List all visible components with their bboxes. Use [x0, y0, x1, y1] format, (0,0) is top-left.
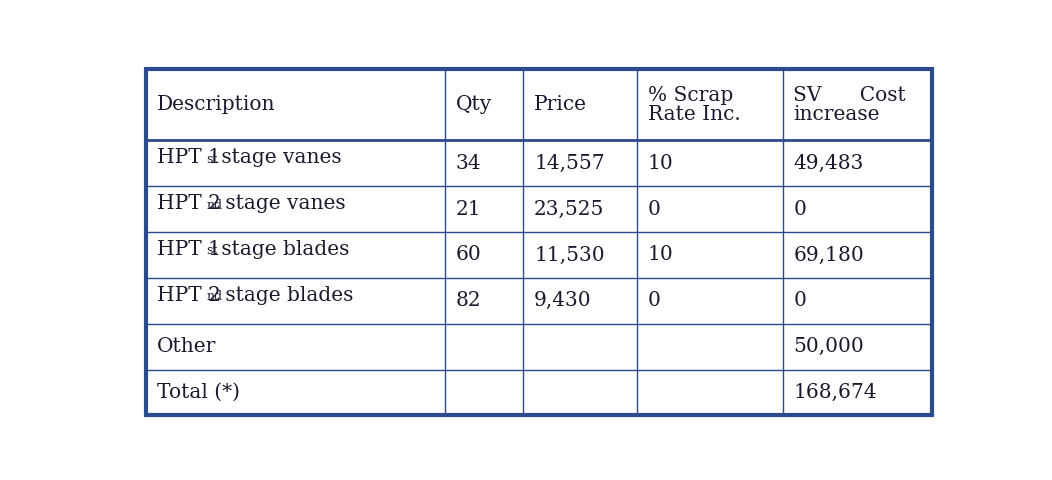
Text: 0: 0: [793, 200, 806, 218]
Text: 49,483: 49,483: [793, 154, 864, 173]
Text: 82: 82: [456, 291, 481, 310]
Text: 21: 21: [456, 200, 481, 218]
Text: Other: Other: [157, 337, 216, 356]
Text: HPT 1: HPT 1: [157, 148, 221, 167]
Text: Total (*): Total (*): [157, 383, 240, 402]
Text: 10: 10: [648, 245, 673, 264]
Text: stage vanes: stage vanes: [216, 148, 342, 167]
Text: 0: 0: [648, 291, 661, 310]
Text: HPT 2: HPT 2: [157, 194, 221, 213]
Text: nd: nd: [206, 199, 222, 212]
Text: 168,674: 168,674: [793, 383, 877, 402]
Text: 11,530: 11,530: [534, 245, 605, 264]
Text: stage blades: stage blades: [216, 240, 349, 259]
Text: 0: 0: [793, 291, 806, 310]
Text: 69,180: 69,180: [793, 245, 864, 264]
Text: st: st: [206, 153, 218, 166]
Text: HPT 2: HPT 2: [157, 286, 221, 305]
Text: 60: 60: [456, 245, 481, 264]
Text: st: st: [206, 244, 218, 257]
Text: 10: 10: [648, 154, 673, 173]
Text: 50,000: 50,000: [793, 337, 864, 356]
Text: increase: increase: [793, 105, 879, 124]
Text: % Scrap: % Scrap: [648, 86, 733, 105]
Text: 23,525: 23,525: [534, 200, 605, 218]
Text: Description: Description: [157, 96, 276, 114]
Text: Rate Inc.: Rate Inc.: [648, 105, 741, 124]
Text: SV      Cost: SV Cost: [793, 86, 906, 105]
Text: nd: nd: [206, 290, 222, 303]
Text: stage blades: stage blades: [219, 286, 353, 305]
Text: Price: Price: [534, 96, 587, 114]
Text: 9,430: 9,430: [534, 291, 591, 310]
Text: HPT 1: HPT 1: [157, 240, 221, 259]
Text: 0: 0: [648, 200, 661, 218]
Text: 34: 34: [456, 154, 481, 173]
Text: stage vanes: stage vanes: [219, 194, 345, 213]
Text: Qty: Qty: [456, 96, 491, 114]
Text: 14,557: 14,557: [534, 154, 605, 173]
